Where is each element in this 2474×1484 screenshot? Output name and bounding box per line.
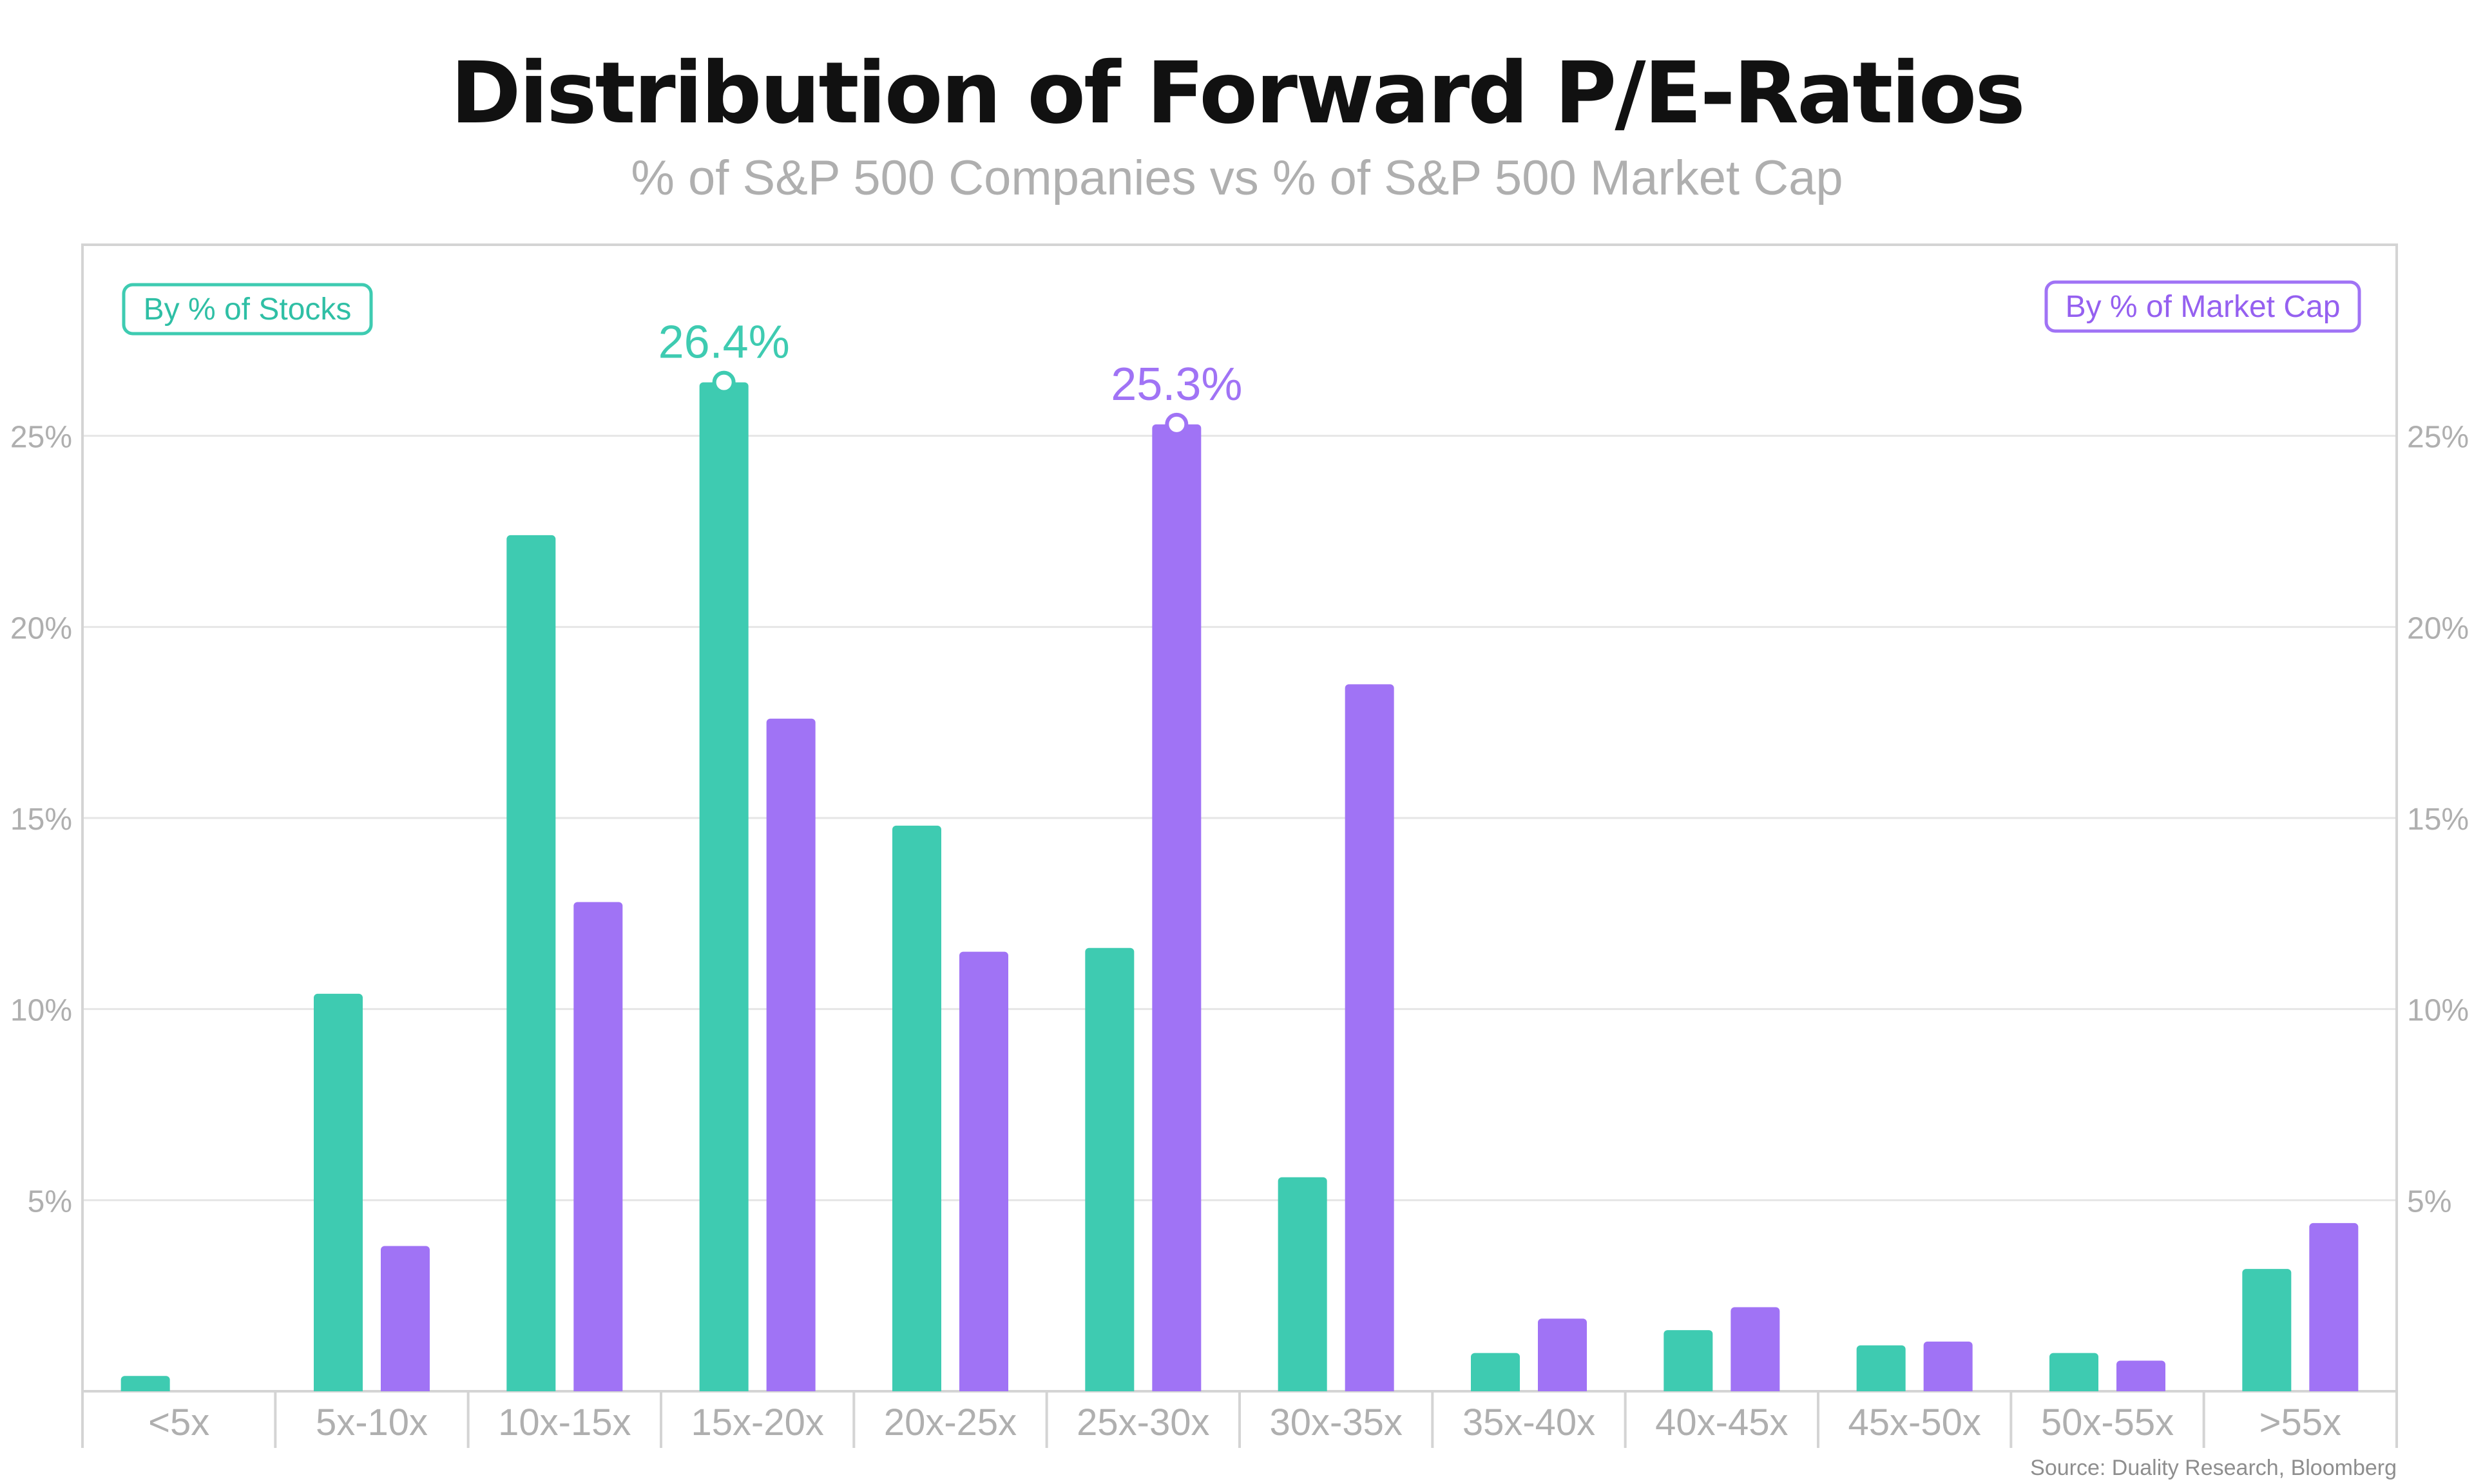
chart-title: Distribution of Forward P/E-Ratios bbox=[450, 44, 2024, 143]
gridlines bbox=[82, 435, 2397, 1201]
x-tick-label: 45x-50x bbox=[1848, 1402, 1980, 1443]
y-tick-label-left: 10% bbox=[10, 994, 72, 1028]
y-tick-label-right: 15% bbox=[2407, 803, 2469, 837]
y-tick-label-left: 20% bbox=[10, 611, 72, 645]
bar-market-cap bbox=[381, 1246, 430, 1391]
bar-stocks bbox=[1664, 1330, 1713, 1391]
bar-stocks bbox=[120, 1376, 170, 1391]
x-tick-label: 25x-30x bbox=[1077, 1402, 1209, 1443]
chart-subtitle: % of S&P 500 Companies vs % of S&P 500 M… bbox=[631, 151, 1843, 205]
bars bbox=[120, 382, 2359, 1391]
legend-market-cap: By % of Market Cap bbox=[2044, 280, 2361, 333]
peak-marker bbox=[1165, 412, 1189, 436]
bar-market-cap bbox=[2116, 1360, 2165, 1391]
x-tick-label: 15x-20x bbox=[691, 1402, 823, 1443]
y-tick-label-left: 25% bbox=[10, 421, 72, 455]
bar-stocks bbox=[1278, 1177, 1327, 1391]
bar-market-cap bbox=[2309, 1222, 2359, 1391]
bar-market-cap bbox=[959, 951, 1008, 1391]
peak-marker bbox=[712, 370, 736, 394]
legend-stocks: By % of Stocks bbox=[122, 283, 373, 336]
x-tick-label: 40x-45x bbox=[1655, 1402, 1788, 1443]
bar-stocks bbox=[2049, 1353, 2098, 1391]
bar-market-cap bbox=[1152, 424, 1202, 1391]
bar-market-cap bbox=[1538, 1318, 1587, 1391]
bar-stocks bbox=[1856, 1345, 1906, 1391]
bar-market-cap bbox=[766, 718, 816, 1391]
annotations: 26.4% 25.3% bbox=[658, 317, 1242, 436]
y-tick-label-right: 5% bbox=[2407, 1184, 2451, 1219]
bar-stocks bbox=[1085, 947, 1135, 1391]
x-tick-label: 20x-25x bbox=[884, 1402, 1017, 1443]
y-tick-label-left: 15% bbox=[10, 803, 72, 837]
peak-value-label: 25.3% bbox=[1111, 359, 1242, 410]
y-tick-label-right: 10% bbox=[2407, 994, 2469, 1028]
legend-market-cap-label: By % of Market Cap bbox=[2066, 290, 2341, 324]
bar-stocks bbox=[892, 825, 941, 1391]
source-note: Source: Duality Research, Bloomberg bbox=[2030, 1456, 2397, 1480]
bar-market-cap bbox=[1731, 1307, 1780, 1391]
x-tick-label: 10x-15x bbox=[498, 1402, 631, 1443]
bar-stocks bbox=[314, 993, 363, 1391]
bar-market-cap bbox=[1345, 684, 1394, 1391]
bar-stocks bbox=[2242, 1269, 2292, 1391]
legend-stocks-label: By % of Stocks bbox=[144, 292, 352, 327]
x-tick-label: >55x bbox=[2259, 1402, 2341, 1443]
tick-labels: 5% 5% 10% 10% 15% 15% 20% 20% 25% 25% <5x 5x-10x 10x… bbox=[10, 421, 2469, 1443]
y-tick-label-right: 25% bbox=[2407, 421, 2469, 455]
plot-frame bbox=[81, 243, 2398, 1448]
bar-market-cap bbox=[573, 902, 623, 1391]
x-tick-label: <5x bbox=[148, 1402, 209, 1443]
x-tick-label: 30x-35x bbox=[1269, 1402, 1402, 1443]
x-tick-label: 35x-40x bbox=[1462, 1402, 1595, 1443]
y-tick-label-right: 20% bbox=[2407, 611, 2469, 645]
bar-stocks bbox=[699, 382, 749, 1391]
bar-stocks bbox=[506, 535, 556, 1391]
x-tick-label: 5x-10x bbox=[316, 1402, 428, 1443]
bar-stocks bbox=[1471, 1353, 1520, 1391]
y-tick-label-left: 5% bbox=[28, 1184, 72, 1219]
peak-value-label: 26.4% bbox=[658, 317, 790, 368]
bar-market-cap bbox=[1923, 1341, 1973, 1391]
x-tick-label: 50x-55x bbox=[2041, 1402, 2174, 1443]
